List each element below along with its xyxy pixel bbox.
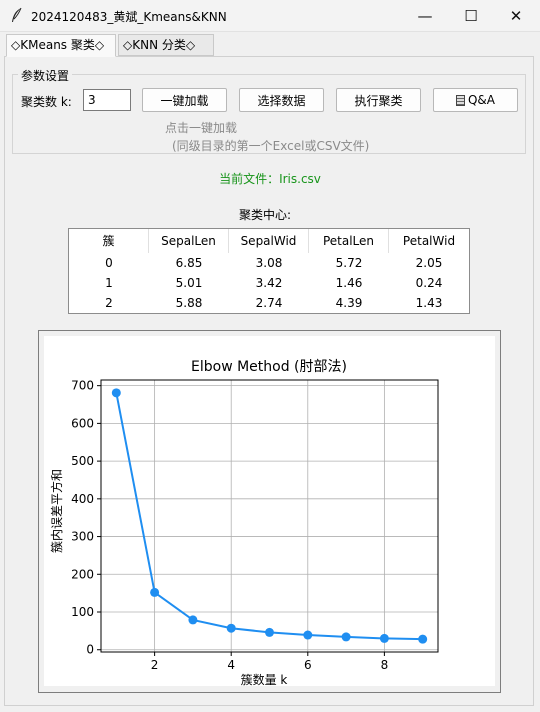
y-axis-label: 簇内误差平方和 xyxy=(49,469,64,553)
plot-area-border xyxy=(100,379,439,653)
table-cell: 0.24 xyxy=(415,276,443,290)
table-cell: 6.85 xyxy=(175,256,203,270)
table-cell: 2.74 xyxy=(255,296,283,310)
y-tick-label: 300 xyxy=(71,530,94,544)
y-tick-label: 0 xyxy=(86,643,94,657)
table-cell: 1.46 xyxy=(335,276,363,290)
data-point xyxy=(379,633,389,643)
table-header-cell[interactable]: PetalWid xyxy=(402,234,456,248)
table-header-cell[interactable]: SepalWid xyxy=(229,229,309,253)
table-header-cell[interactable]: PetalLen xyxy=(309,229,389,253)
chart-title: Elbow Method (肘部法) xyxy=(191,359,347,375)
y-tick-label: 200 xyxy=(71,567,94,581)
y-tick-label: 100 xyxy=(71,605,94,619)
data-point xyxy=(418,634,428,644)
y-tick-label: 600 xyxy=(71,416,94,430)
table-row[interactable]: 1 5.01 3.42 1.46 0.24 xyxy=(69,273,469,293)
params-group xyxy=(12,74,526,154)
y-tick-label: 500 xyxy=(71,454,94,468)
data-point xyxy=(226,623,236,633)
data-point xyxy=(188,615,198,625)
chart-canvas: Elbow Method (肘部法) 2 4 6 8 0 100 200 300 400 500 6… xyxy=(44,336,495,687)
x-axis-label: 簇数量 k xyxy=(241,672,288,686)
qa-button-label: Q&A xyxy=(467,93,495,107)
tab-knn[interactable]: ◇KNN 分类◇ xyxy=(118,34,214,56)
close-button[interactable]: ✕ xyxy=(509,6,523,25)
hint-line-1: 点击一键加载 xyxy=(165,121,238,135)
qa-button[interactable]: Q&A xyxy=(433,88,518,112)
current-file-label: 当前文件：Iris.csv xyxy=(219,172,321,186)
notebook-icon xyxy=(455,94,465,106)
table-cell: 3.08 xyxy=(255,256,283,270)
x-tick-label: 4 xyxy=(227,658,235,672)
centers-title: 聚类中心: xyxy=(238,208,292,222)
table-cell: 0 xyxy=(105,256,113,270)
title-bar: 2024120483_黄斌_Kmeans&KNN — ☐ ✕ xyxy=(0,0,540,32)
y-tick-label: 400 xyxy=(71,492,94,506)
select-data-button[interactable]: 选择数据 xyxy=(239,88,324,112)
table-cell: 2.05 xyxy=(415,256,443,270)
params-group-title: 参数设置 xyxy=(18,67,73,84)
tab-kmeans[interactable]: ◇KMeans 聚类◇ xyxy=(6,34,116,57)
hint-line-2: (同级目录的第一个Excel或CSV文件) xyxy=(172,139,370,153)
x-tick-label: 8 xyxy=(381,658,389,672)
elbow-chart: Elbow Method (肘部法) 2 4 6 8 0 100 200 300 400 500 6… xyxy=(49,359,439,687)
window-title: 2024120483_黄斌_Kmeans&KNN xyxy=(31,10,227,24)
chart-ticks: 2 4 6 8 0 100 200 300 400 500 600 700 xyxy=(71,379,388,672)
table-cell: 5.72 xyxy=(335,256,363,270)
table-header-cell[interactable]: 簇 xyxy=(69,229,149,253)
x-tick-label: 6 xyxy=(304,658,312,672)
y-tick-label: 700 xyxy=(71,379,94,393)
series-line xyxy=(115,392,423,641)
table-row[interactable]: 0 6.85 3.08 5.72 2.05 xyxy=(69,253,469,273)
table-header: 簇 SepalLen SepalWid PetalLen PetalWid xyxy=(69,229,469,253)
minimize-button[interactable]: — xyxy=(417,6,433,25)
data-point xyxy=(111,388,121,398)
table-cell: 5.88 xyxy=(175,296,203,310)
table-cell: 3.42 xyxy=(255,276,283,290)
k-input[interactable] xyxy=(83,89,131,111)
maximize-button[interactable]: ☐ xyxy=(464,6,478,25)
table-cell: 5.01 xyxy=(175,276,203,290)
table-row[interactable]: 2 5.88 2.74 4.39 1.43 xyxy=(69,293,469,313)
data-point xyxy=(265,627,274,637)
k-label: 聚类数 k: xyxy=(21,95,72,109)
data-point xyxy=(150,587,160,597)
data-point xyxy=(341,632,351,642)
feather-icon xyxy=(12,7,22,22)
run-clustering-button[interactable]: 执行聚类 xyxy=(336,88,421,112)
table-cell: 1.43 xyxy=(415,296,443,310)
table-cell: 1 xyxy=(105,276,113,290)
x-tick-label: 2 xyxy=(151,658,159,672)
table-cell: 2 xyxy=(105,296,113,310)
centers-table: 簇 SepalLen SepalWid PetalLen PetalWid 0 … xyxy=(68,228,470,314)
table-cell: 4.39 xyxy=(335,296,363,310)
load-button[interactable]: 一键加载 xyxy=(142,88,227,112)
chart-grid xyxy=(101,380,438,652)
chart-series xyxy=(111,388,428,644)
data-point xyxy=(303,630,313,640)
table-header-cell[interactable]: SepalLen xyxy=(149,229,229,253)
